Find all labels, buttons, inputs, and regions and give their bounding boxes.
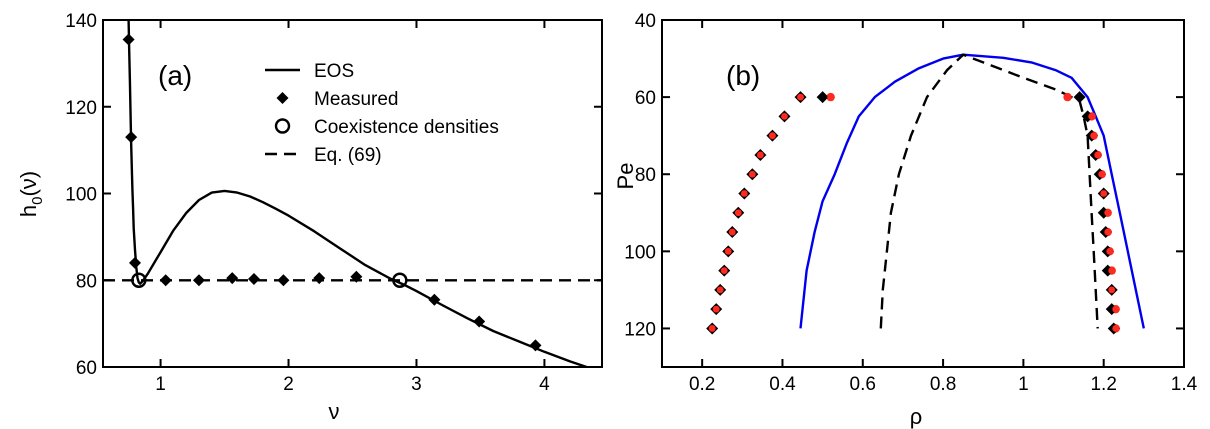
red-data-point-overlay: [1098, 170, 1106, 178]
y-tick-label: 120: [624, 319, 656, 340]
red-data-point-overlay: [716, 286, 724, 294]
red-data-point-overlay: [827, 93, 835, 101]
y-axis-label-subscript: 0: [29, 197, 46, 205]
measured-point: [226, 272, 239, 285]
y-tick-label: 120: [65, 98, 97, 119]
x-axis-label: ν: [329, 399, 340, 424]
red-data-point-overlay: [1108, 267, 1116, 275]
y-tick-label: 40: [635, 11, 656, 32]
red-data-point-overlay: [756, 151, 764, 159]
red-data-point-overlay: [1104, 209, 1112, 217]
legend-label: EOS: [314, 61, 354, 82]
red-data-point-overlay: [1106, 247, 1114, 255]
panel-a: EOS Measured Coexistence densities Eq. (69)…: [16, 11, 603, 424]
x-tick-label: 4: [539, 374, 550, 395]
x-tick-label: 1.4: [1171, 374, 1198, 395]
measured-point: [192, 274, 205, 287]
measured-point: [529, 339, 542, 352]
red-data-point-overlay: [720, 267, 728, 275]
red-data-point-overlay: [1112, 305, 1120, 313]
plot-frame: [661, 19, 1185, 368]
red-data-point-overlay: [1090, 132, 1098, 140]
measured-point: [122, 33, 135, 46]
black-diamond-point: [816, 91, 829, 104]
measured-point: [350, 270, 363, 283]
red-data-point-overlay: [1100, 190, 1108, 197]
x-tick-label: 0.6: [850, 374, 876, 395]
red-data-point-overlay: [728, 228, 736, 236]
y-tick-label: 100: [624, 242, 656, 263]
measured-point: [277, 274, 290, 287]
red-data-point-overlay: [740, 190, 748, 197]
legend-label: Measured: [314, 89, 399, 110]
red-data-point-overlay: [712, 305, 720, 313]
measured-point: [128, 256, 141, 269]
y-tick-label: 60: [635, 88, 656, 109]
y-axis-label: Pe: [613, 163, 638, 190]
x-tick-label: 0.8: [930, 374, 956, 395]
measured-point: [125, 131, 138, 144]
red-data-point-overlay: [724, 247, 732, 255]
dashed-spinodal-curve: [879, 53, 1099, 329]
x-axis-label: ρ: [910, 404, 923, 429]
red-data-point-overlay: [1108, 286, 1116, 294]
x-tick-label: 0.4: [769, 374, 796, 395]
red-data-point-overlay: [781, 112, 788, 120]
red-data-point-overlay: [797, 93, 804, 101]
coexistence-point: [131, 272, 147, 288]
x-tick-label: 2: [283, 374, 294, 395]
measured-point: [159, 274, 172, 287]
x-tick-label: 0.2: [689, 374, 715, 395]
red-data-point-overlay: [708, 325, 716, 332]
eos-curve: [127, 20, 590, 367]
measured-point: [473, 315, 486, 328]
red-data-point-overlay: [1088, 112, 1096, 120]
red-data-point-overlay: [769, 132, 776, 140]
red-data-point-overlay: [1064, 93, 1071, 101]
panel-a-label: (a): [158, 60, 192, 91]
red-data-point-overlay: [748, 170, 756, 178]
panel-b-label: (b): [726, 60, 760, 91]
x-tick-label: 3: [411, 374, 422, 395]
y-tick-label: 140: [65, 11, 97, 32]
y-axis-label-tail: (ν): [16, 171, 41, 197]
y-axis-label: h0(ν): [16, 171, 46, 217]
red-data-point-overlay: [1094, 151, 1102, 159]
panel-b: 0.2 0.4 0.6 0.8 1 1.2 1.4 40 60 80 100 120 (b) ρ Pe: [613, 11, 1198, 429]
y-axis-label-main: h: [16, 205, 41, 217]
blue-binodal-curve: [799, 53, 1145, 329]
legend-label: Coexistence densities: [314, 117, 499, 138]
red-data-point-overlay: [1112, 325, 1120, 332]
x-tick-label: 1: [1018, 374, 1029, 395]
measured-point: [247, 272, 260, 285]
y-tick-label: 80: [635, 165, 656, 186]
x-tick-label: 1.2: [1090, 374, 1116, 395]
legend-coexistence-marker: [274, 118, 291, 134]
legend: EOS Measured Coexistence densities Eq. (69): [265, 61, 499, 166]
black-diamond-point: [1073, 91, 1086, 104]
legend-label: Eq. (69): [314, 145, 382, 166]
red-data-point-overlay: [734, 209, 742, 217]
measured-point: [428, 293, 441, 306]
x-tick-label: 1: [155, 374, 166, 395]
y-tick-label: 60: [76, 358, 97, 379]
y-tick-label: 80: [76, 271, 97, 292]
y-tick-label: 100: [65, 185, 97, 206]
legend-measured-marker: [276, 92, 289, 104]
measured-point: [313, 272, 326, 285]
red-data-point-overlay: [1104, 228, 1112, 236]
coexistence-point: [392, 272, 408, 288]
